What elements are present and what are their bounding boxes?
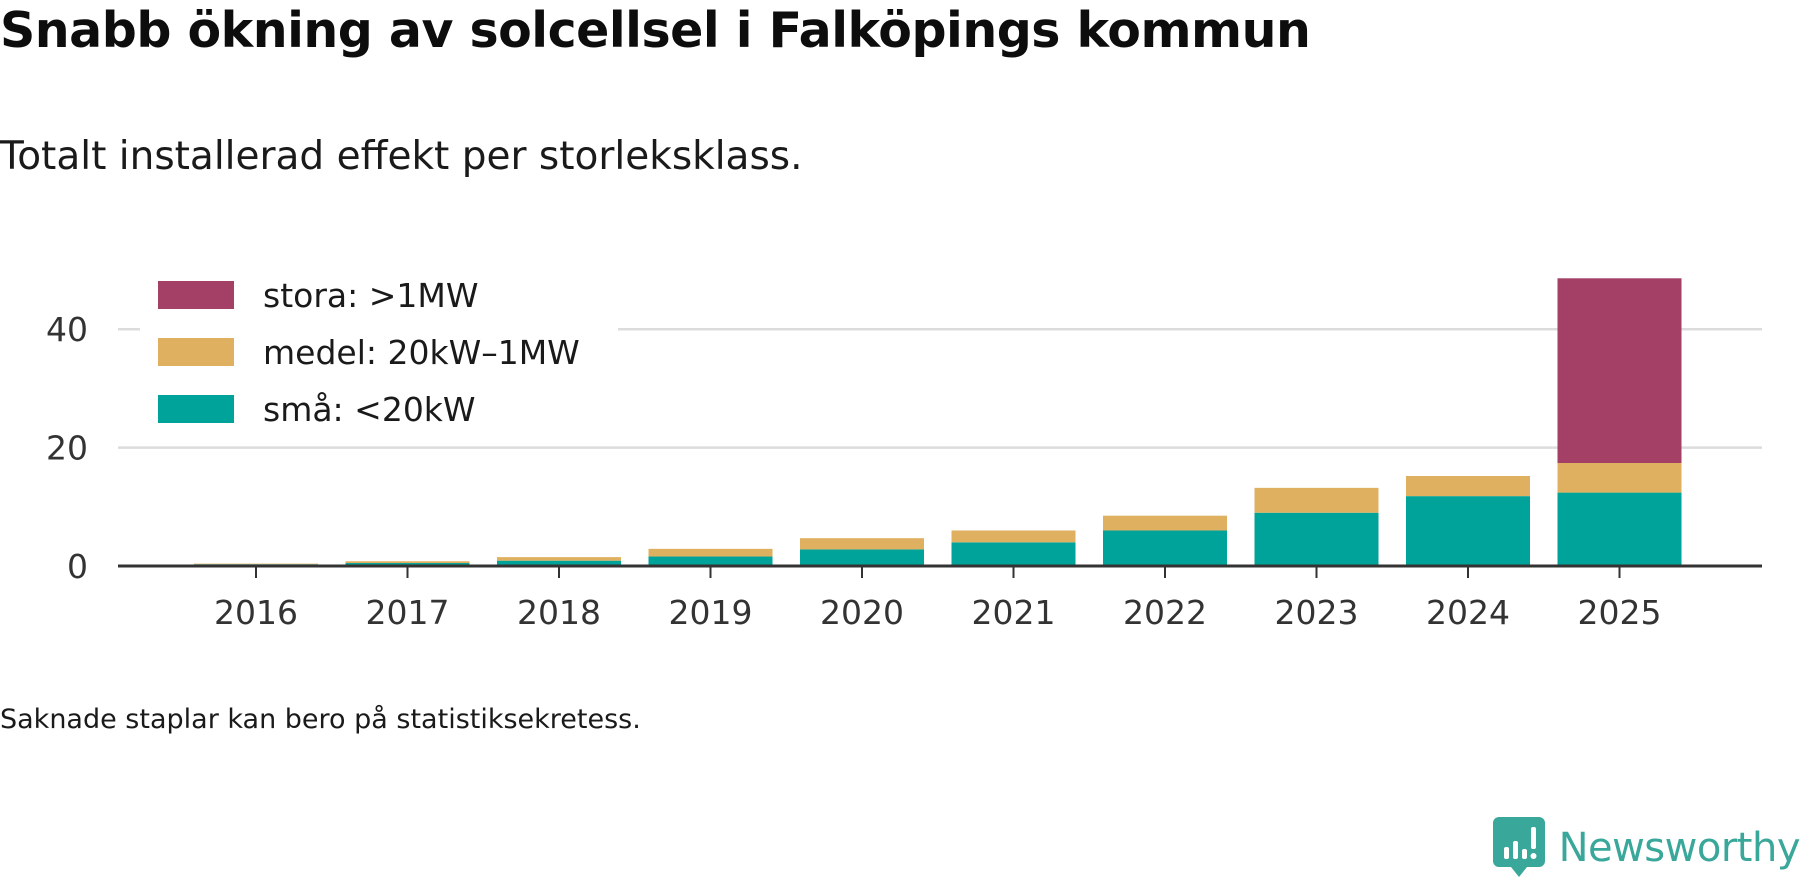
bar-segment <box>1254 487 1379 513</box>
legend-label: medel: 20kW–1MW <box>263 333 580 372</box>
footnote: Saknade staplar kan bero på statistiksek… <box>0 704 641 735</box>
x-tick-label: 2022 <box>1123 593 1207 632</box>
bar-segment <box>497 557 621 561</box>
bar-segment <box>648 548 773 557</box>
bar-segment <box>951 530 1076 543</box>
x-tick-label: 2021 <box>972 593 1056 632</box>
stacked-bar-chart: 0 20 40 2016 2017 2018 2019 2020 2021 2022 2023 202… <box>46 272 1762 632</box>
y-tick-label: 0 <box>67 547 88 586</box>
newsworthy-logo-icon <box>1492 817 1545 877</box>
bar-segment <box>800 538 924 550</box>
legend-label: stora: >1MW <box>263 276 478 315</box>
legend: stora: >1MW medel: 20kW–1MW små: <20kW <box>140 272 618 440</box>
bar-segment <box>1103 515 1227 531</box>
bar-segment <box>497 560 621 566</box>
bar-segment <box>800 549 924 566</box>
x-tick-label: 2016 <box>214 593 298 632</box>
x-tick-label: 2020 <box>820 593 904 632</box>
newsworthy-brand[interactable]: Newsworthy <box>1492 817 1800 879</box>
x-tick-label: 2023 <box>1275 593 1359 632</box>
y-tick-label: 40 <box>46 310 88 349</box>
bar-segment <box>345 561 470 564</box>
y-tick-label: 20 <box>46 429 88 468</box>
bar-segment <box>1406 496 1530 566</box>
bar-segment <box>194 563 318 565</box>
brand-name: Newsworthy <box>1558 825 1800 871</box>
legend-swatch <box>158 281 234 309</box>
bars <box>194 278 1682 566</box>
bar-segment <box>1557 278 1682 463</box>
x-tick-label: 2017 <box>366 593 450 632</box>
x-tick-label: 2025 <box>1578 593 1662 632</box>
x-tick-label: 2019 <box>669 593 753 632</box>
bar-segment <box>1557 492 1682 566</box>
legend-label: små: <20kW <box>263 390 476 429</box>
bar-segment <box>1103 530 1227 566</box>
x-tick-label: 2024 <box>1426 593 1510 632</box>
bar-segment <box>648 556 773 566</box>
axes: 0 20 40 2016 2017 2018 2019 2020 2021 2022 2023 202… <box>46 310 1762 632</box>
legend-swatch <box>158 395 234 423</box>
bar-segment <box>1406 476 1530 497</box>
chart-subtitle: Totalt installerad effekt per storlekskl… <box>0 134 803 179</box>
bar-segment <box>951 542 1076 566</box>
bar-segment <box>1254 512 1379 566</box>
x-tick-label: 2018 <box>517 593 601 632</box>
chart-title: Snabb ökning av solcellsel i Falköpings … <box>0 2 1311 59</box>
bar-segment <box>1557 462 1682 493</box>
legend-swatch <box>158 338 234 366</box>
